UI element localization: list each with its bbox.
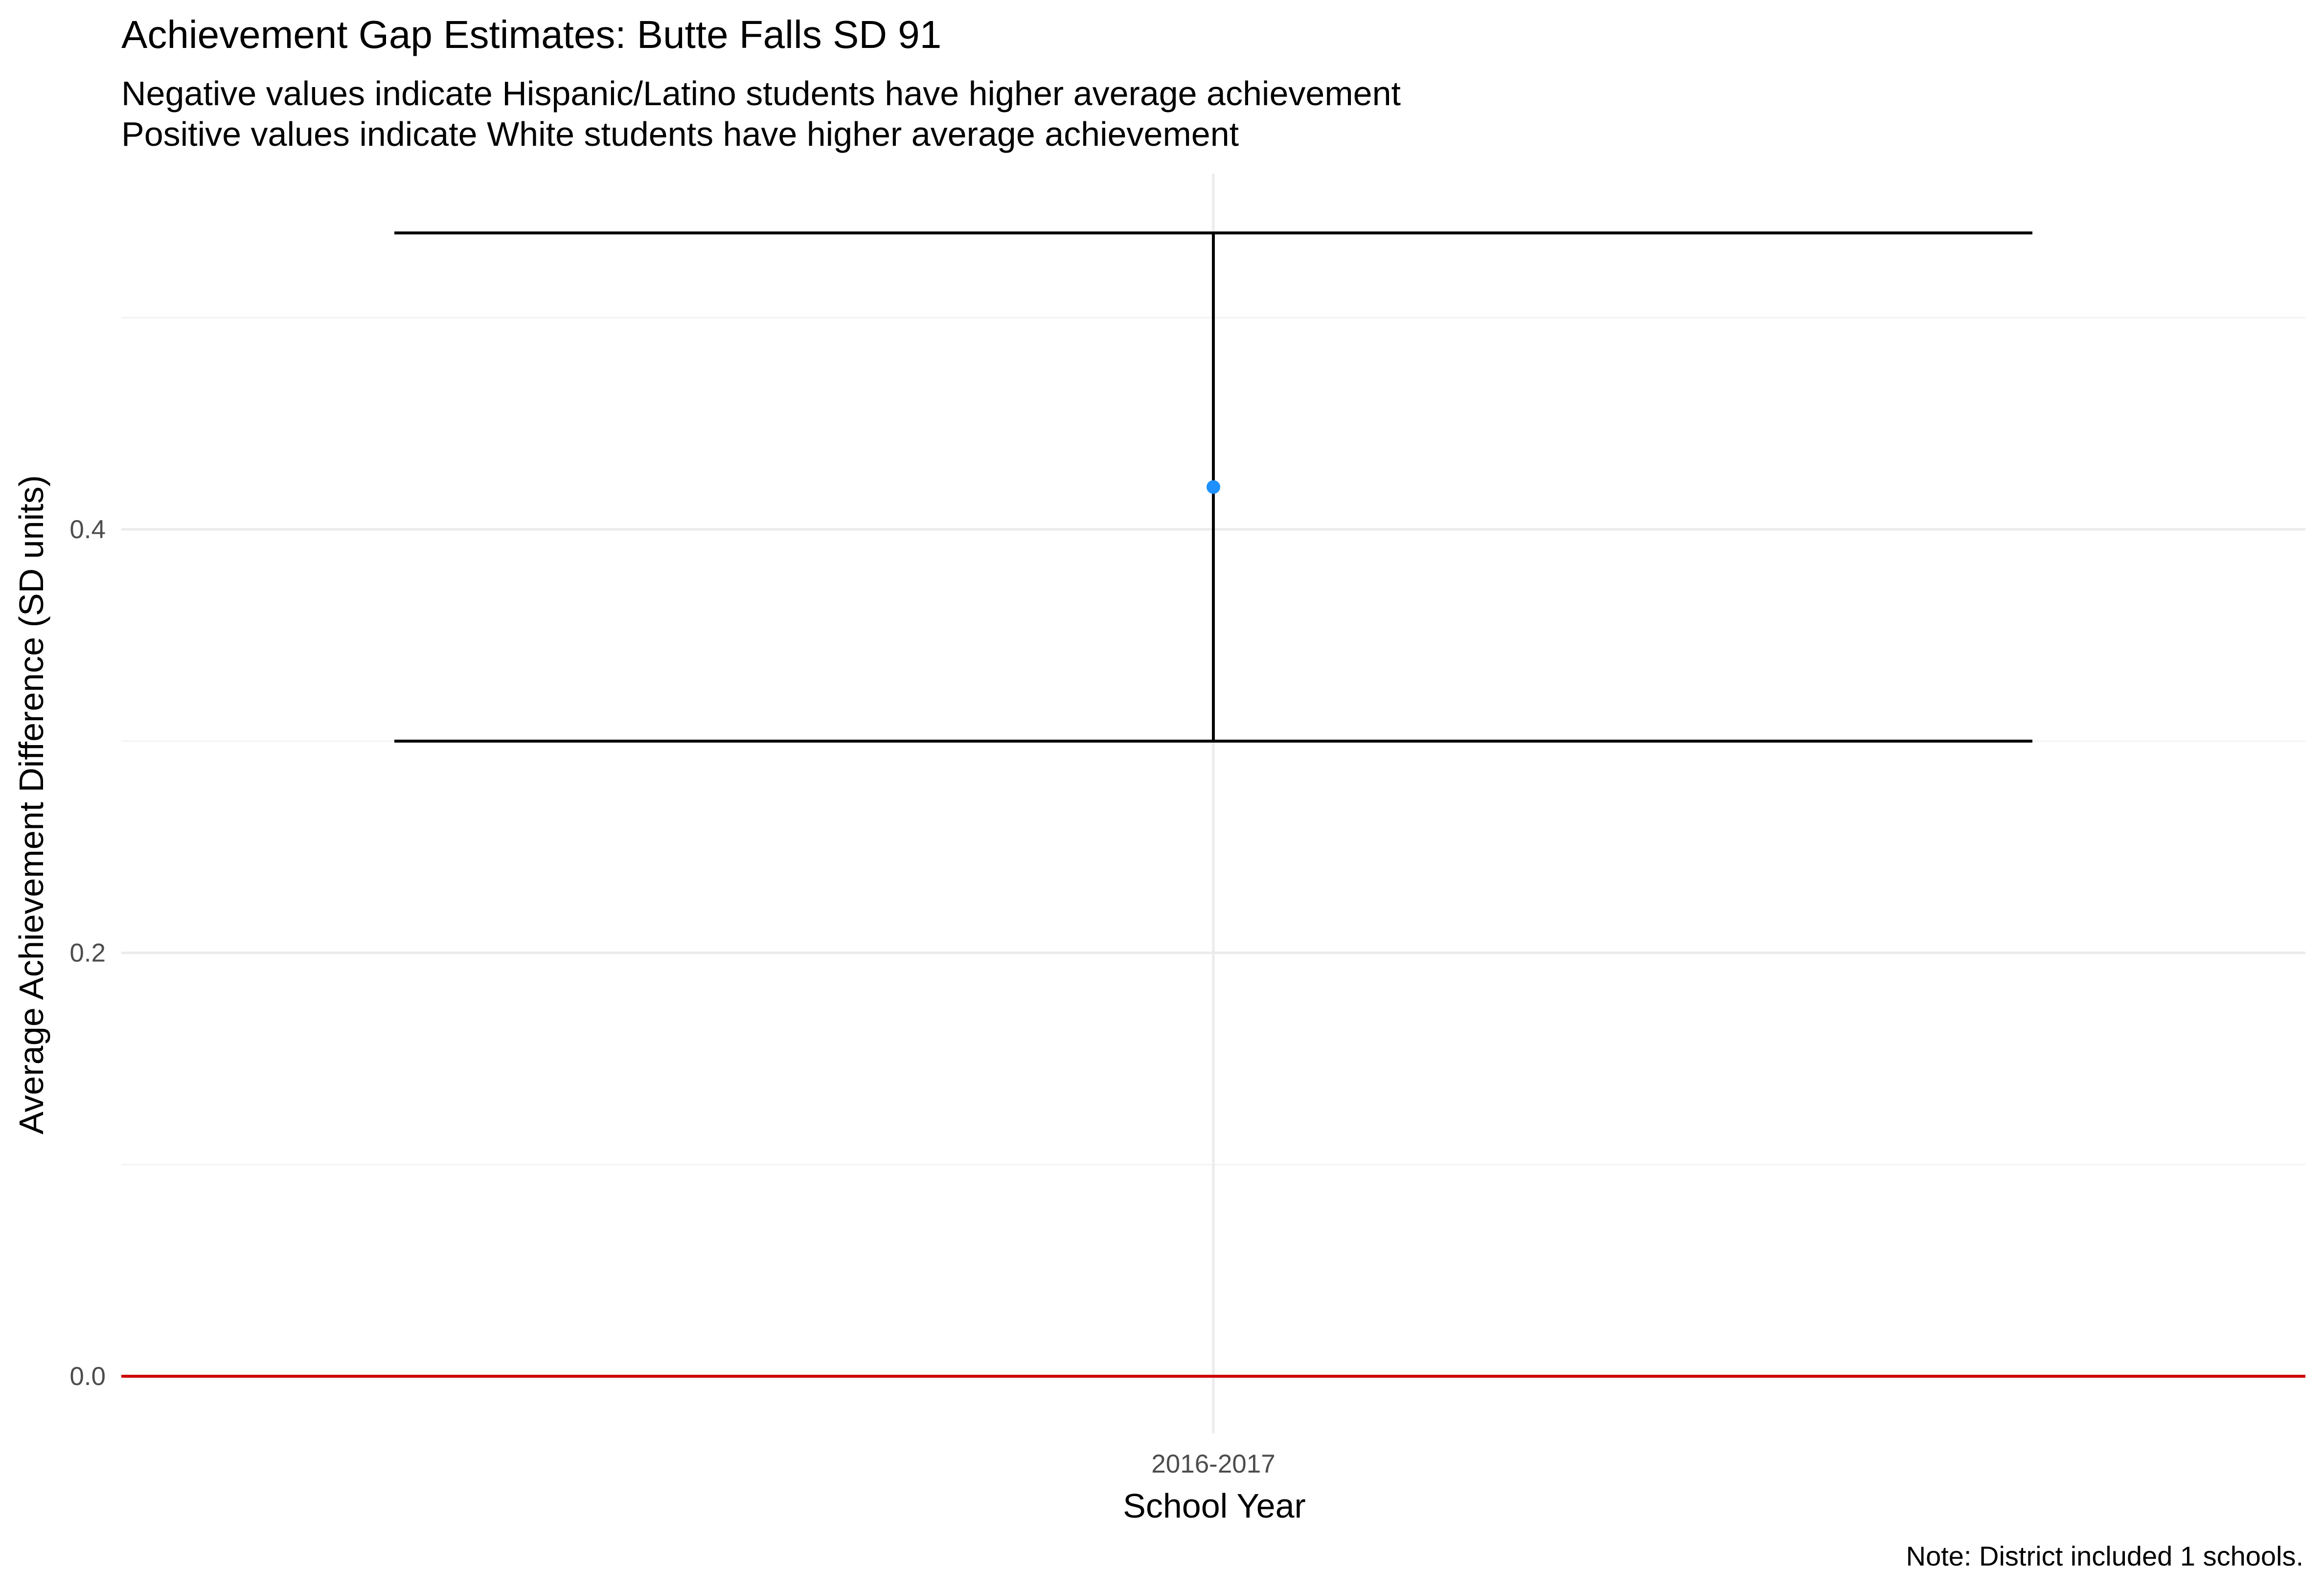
x-axis-tick-labels: 2016-2017	[1151, 1450, 1275, 1478]
chart-subtitle-line-1: Negative values indicate Hispanic/Latino…	[121, 74, 1401, 113]
y-tick-label-1: 0.2	[69, 939, 106, 968]
data-points	[1207, 480, 1220, 494]
y-tick-label-2: 0.4	[69, 515, 106, 544]
plot-area	[121, 174, 2305, 1433]
y-axis-title: Average Achievement Difference (SD units…	[12, 475, 50, 1135]
y-tick-label-0: 0.0	[69, 1362, 106, 1391]
data-point-0	[1207, 480, 1220, 494]
x-tick-label-0: 2016-2017	[1151, 1450, 1275, 1478]
chart-title: Achievement Gap Estimates: Butte Falls S…	[121, 13, 941, 56]
x-axis-title: School Year	[1123, 1487, 1306, 1525]
chart-subtitle-line-2: Positive values indicate White students …	[121, 115, 1239, 153]
chart-caption: Note: District included 1 schools.	[1906, 1541, 2303, 1571]
y-axis-tick-labels: 0.0 0.2 0.4	[69, 515, 106, 1391]
